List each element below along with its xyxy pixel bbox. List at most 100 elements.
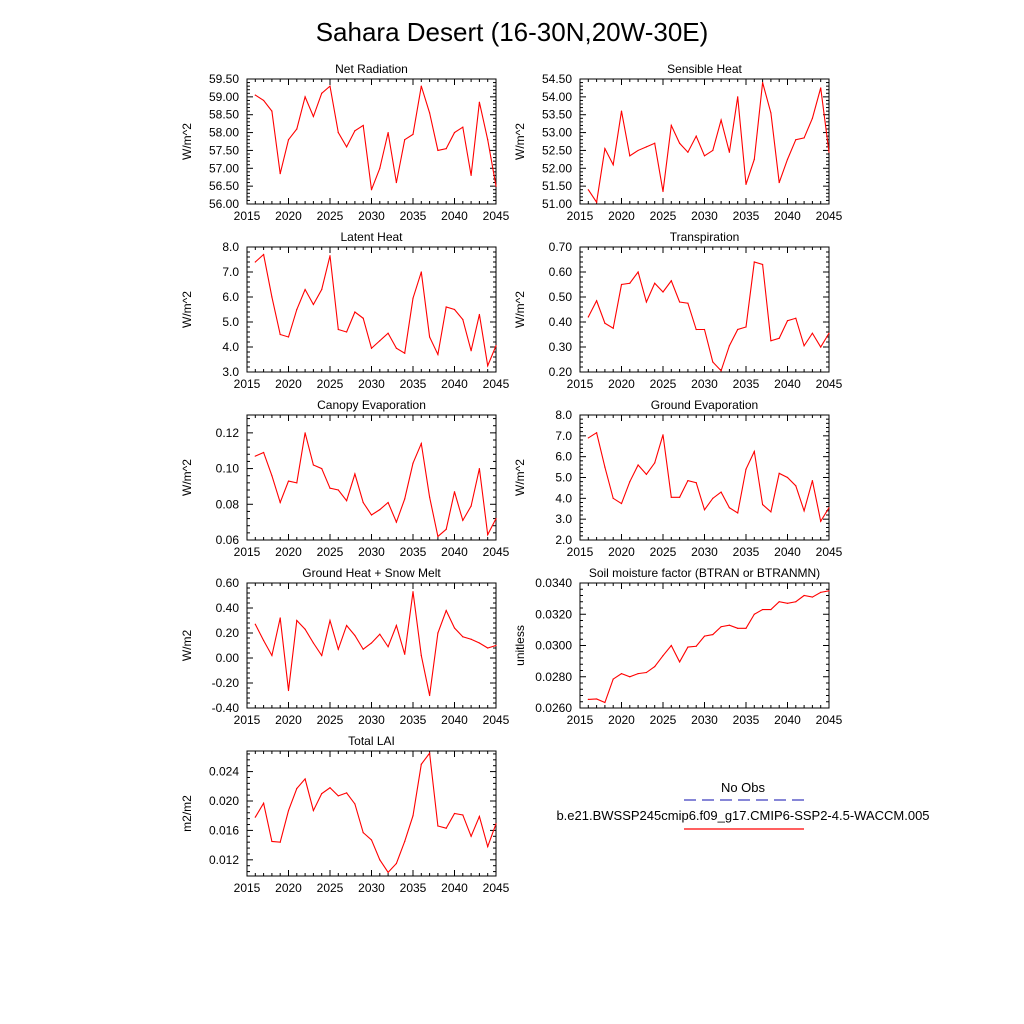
x-tick-label: 2040 bbox=[441, 545, 468, 559]
data-point bbox=[770, 340, 772, 342]
x-tick-label: 2015 bbox=[567, 377, 594, 391]
data-point bbox=[329, 487, 331, 489]
data-point bbox=[712, 361, 714, 363]
data-point bbox=[429, 336, 431, 338]
data-point bbox=[346, 331, 348, 333]
data-point bbox=[379, 340, 381, 342]
data-point bbox=[379, 167, 381, 169]
series-line bbox=[587, 82, 830, 204]
x-tick-label: 2025 bbox=[317, 377, 344, 391]
data-point bbox=[720, 491, 722, 493]
data-point bbox=[820, 520, 822, 522]
y-tick-label: 7.0 bbox=[222, 265, 239, 279]
data-point bbox=[745, 468, 747, 470]
data-point bbox=[604, 148, 606, 150]
data-point bbox=[312, 809, 314, 812]
data-point bbox=[279, 617, 281, 619]
y-tick-label: 0.12 bbox=[216, 426, 240, 440]
x-tick-label: 2030 bbox=[358, 209, 385, 223]
x-tick-label: 2020 bbox=[608, 713, 635, 727]
data-point bbox=[728, 507, 731, 509]
x-tick-label: 2030 bbox=[358, 545, 385, 559]
data-point bbox=[453, 812, 456, 815]
data-point bbox=[379, 859, 381, 861]
x-tick-label: 2025 bbox=[650, 713, 677, 727]
data-point bbox=[654, 462, 656, 464]
data-point bbox=[495, 345, 497, 347]
data-point bbox=[828, 507, 830, 509]
data-point bbox=[271, 654, 273, 657]
y-axis-label: W/m^2 bbox=[180, 459, 194, 496]
data-point bbox=[687, 646, 689, 648]
x-tick-label: 2035 bbox=[400, 377, 427, 391]
panel-title: Net Radiation bbox=[335, 62, 408, 76]
data-point bbox=[296, 619, 298, 622]
data-point bbox=[337, 489, 339, 491]
data-point bbox=[587, 698, 589, 701]
data-point bbox=[679, 142, 681, 144]
x-tick-label: 2020 bbox=[608, 545, 635, 559]
data-point bbox=[271, 296, 273, 298]
x-tick-label: 2025 bbox=[650, 209, 677, 223]
data-point bbox=[321, 288, 323, 291]
data-point bbox=[337, 795, 339, 797]
y-tick-label: 51.50 bbox=[542, 179, 572, 193]
data-point bbox=[312, 464, 314, 466]
data-point bbox=[786, 602, 789, 604]
data-point bbox=[487, 139, 489, 141]
legend-obs-label: No Obs bbox=[721, 780, 766, 795]
data-point bbox=[304, 778, 306, 780]
data-point bbox=[379, 509, 381, 511]
data-point bbox=[437, 353, 439, 356]
y-tick-label: 0.20 bbox=[216, 626, 240, 640]
data-point bbox=[296, 308, 298, 311]
data-point bbox=[445, 148, 447, 150]
data-point bbox=[679, 301, 681, 303]
y-tick-label: 54.50 bbox=[542, 72, 572, 86]
data-point bbox=[470, 505, 472, 507]
data-point bbox=[662, 434, 664, 436]
x-tick-label: 2015 bbox=[234, 713, 261, 727]
data-point bbox=[487, 647, 489, 649]
data-point bbox=[462, 126, 464, 128]
x-tick-label: 2045 bbox=[816, 545, 843, 559]
series-line bbox=[254, 253, 497, 368]
data-point bbox=[478, 815, 480, 818]
data-point bbox=[337, 328, 339, 331]
y-tick-label: -0.20 bbox=[212, 676, 240, 690]
data-point bbox=[637, 673, 639, 675]
y-tick-label: 53.00 bbox=[542, 126, 572, 140]
data-point bbox=[645, 146, 648, 148]
data-point bbox=[437, 825, 439, 827]
data-point bbox=[670, 496, 672, 498]
x-tick-label: 2020 bbox=[275, 209, 302, 223]
y-axis-label: m2/m2 bbox=[180, 795, 194, 832]
y-tick-label: 59.50 bbox=[209, 72, 239, 86]
data-point bbox=[629, 155, 631, 157]
data-point bbox=[478, 467, 480, 470]
y-tick-label: 8.0 bbox=[555, 408, 572, 422]
data-point bbox=[596, 300, 598, 302]
data-point bbox=[695, 482, 697, 484]
data-point bbox=[271, 840, 273, 843]
data-point bbox=[778, 472, 780, 474]
data-point bbox=[395, 624, 397, 627]
data-point bbox=[654, 282, 656, 284]
data-point bbox=[687, 480, 689, 482]
x-tick-label: 2040 bbox=[774, 713, 801, 727]
x-tick-label: 2045 bbox=[816, 209, 843, 223]
data-point bbox=[312, 303, 314, 306]
y-tick-label: 58.50 bbox=[209, 108, 239, 122]
y-tick-label: 0.012 bbox=[209, 853, 239, 867]
x-tick-label: 2025 bbox=[317, 713, 344, 727]
series-line bbox=[254, 591, 497, 696]
panel-sensible-heat: Sensible Heat W/m^2 2015 2020 2025 2030 2035 20… bbox=[513, 62, 843, 223]
data-point bbox=[470, 350, 472, 352]
data-point bbox=[354, 803, 356, 805]
y-tick-label: 0.024 bbox=[209, 765, 239, 779]
data-point bbox=[620, 283, 623, 286]
y-axis-label: W/m^2 bbox=[180, 291, 194, 328]
data-point bbox=[395, 862, 397, 865]
data-point bbox=[596, 432, 598, 434]
